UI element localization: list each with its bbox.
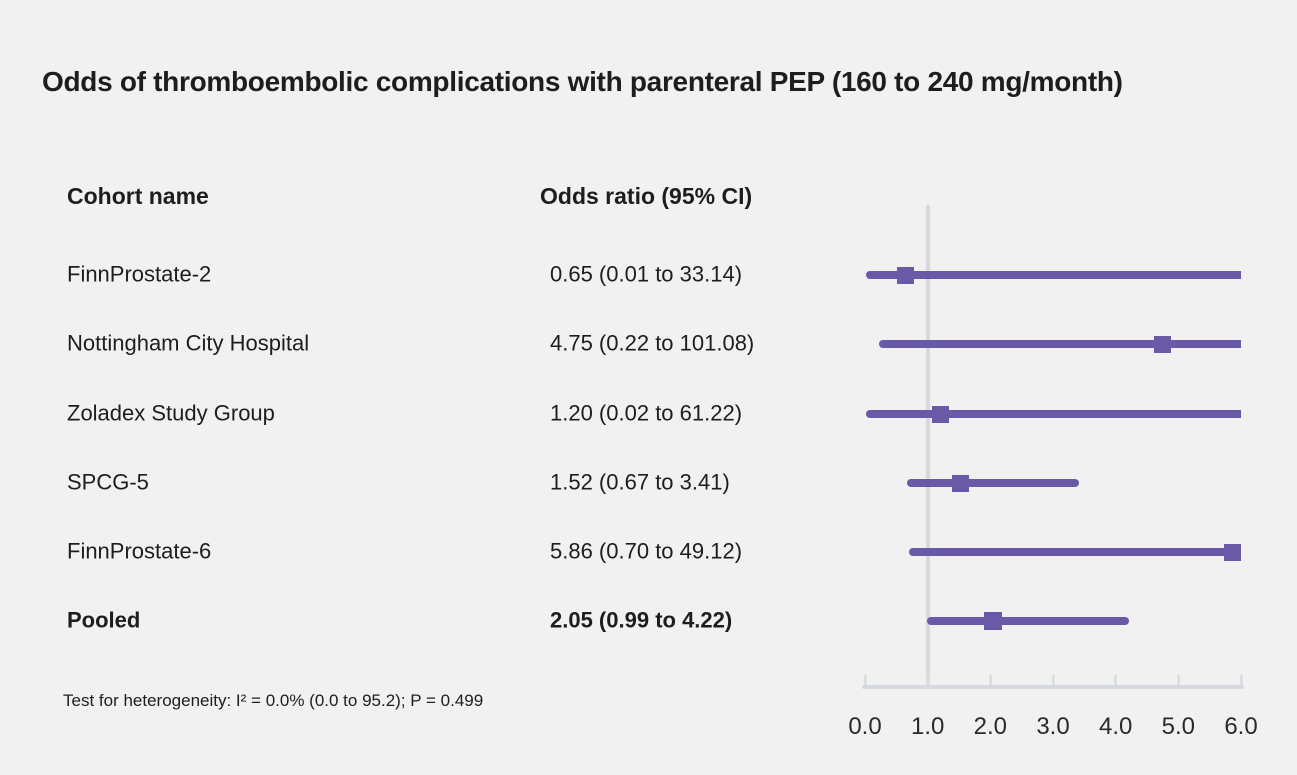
heterogeneity-note: Test for heterogeneity: I² = 0.0% (0.0 t… bbox=[63, 691, 484, 710]
or-point-marker bbox=[951, 474, 969, 492]
axis-tick-mark bbox=[1114, 675, 1118, 685]
pooled-estimate-marker bbox=[984, 612, 1003, 630]
odds-ratio-value: 1.20 (0.02 to 61.22) bbox=[550, 400, 743, 426]
axis-tick-mark bbox=[863, 675, 867, 685]
cohort-name: Zoladex Study Group bbox=[67, 400, 275, 426]
cohort-name: FinnProstate-2 bbox=[67, 261, 212, 287]
axis-tick-label: 5.0 bbox=[1161, 713, 1196, 740]
axis-tick-label: 2.0 bbox=[973, 713, 1008, 740]
axis-tick-label: 3.0 bbox=[1036, 713, 1070, 740]
ci-line bbox=[866, 410, 1241, 418]
or-point-marker bbox=[1154, 335, 1172, 353]
column-header-cohort: Cohort name bbox=[67, 183, 209, 209]
axis-tick-mark bbox=[988, 675, 992, 685]
ci-line bbox=[878, 340, 1241, 348]
axis-tick-mark bbox=[926, 675, 930, 685]
figure-title: Odds of thromboembolic complications wit… bbox=[42, 66, 1123, 97]
odds-ratio-value: 4.75 (0.22 to 101.08) bbox=[550, 330, 755, 356]
column-header-odds-ratio: Odds ratio (95% CI) bbox=[540, 183, 753, 209]
pooled-ci-line bbox=[927, 617, 1130, 625]
ci-line bbox=[908, 548, 1241, 556]
axis-tick-label: 4.0 bbox=[1098, 713, 1133, 740]
or-point-marker bbox=[931, 405, 949, 423]
x-axis-line bbox=[862, 685, 1244, 689]
cohort-name: Pooled bbox=[67, 607, 141, 633]
odds-ratio-value: 5.86 (0.70 to 49.12) bbox=[550, 538, 743, 564]
axis-tick-label: 1.0 bbox=[910, 713, 945, 740]
or-point-marker bbox=[897, 266, 915, 284]
axis-tick-mark bbox=[1051, 675, 1055, 685]
odds-ratio-value: 1.52 (0.67 to 3.41) bbox=[550, 469, 730, 495]
odds-ratio-value: 0.65 (0.01 to 33.14) bbox=[550, 261, 743, 287]
ci-line bbox=[865, 271, 1241, 279]
cohort-name: SPCG-5 bbox=[67, 469, 149, 495]
axis-tick-mark bbox=[1239, 675, 1243, 685]
axis-tick-label: 0.0 bbox=[848, 713, 882, 740]
axis-tick-label: 6.0 bbox=[1224, 713, 1258, 740]
reference-line-or-1 bbox=[925, 205, 930, 688]
ci-line bbox=[906, 479, 1079, 487]
or-point-marker bbox=[1223, 543, 1241, 561]
odds-ratio-value: 2.05 (0.99 to 4.22) bbox=[550, 607, 733, 633]
axis-tick-mark bbox=[1176, 675, 1180, 685]
cohort-name: Nottingham City Hospital bbox=[67, 330, 310, 356]
cohort-name: FinnProstate-6 bbox=[67, 538, 212, 564]
